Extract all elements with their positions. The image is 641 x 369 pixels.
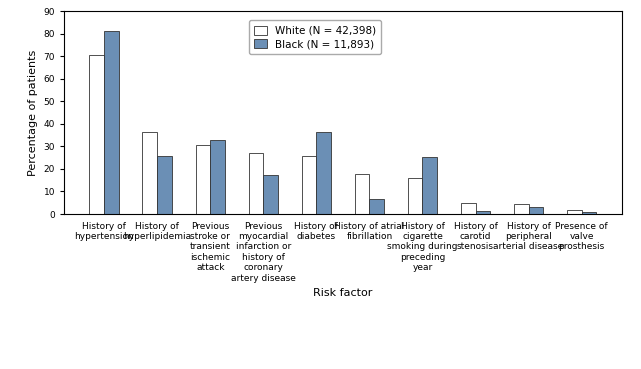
Legend: White (N = 42,398), Black (N = 11,893): White (N = 42,398), Black (N = 11,893) — [249, 20, 381, 54]
Bar — [196, 145, 210, 214]
Bar — [567, 210, 581, 214]
Bar — [461, 203, 476, 214]
Bar — [476, 211, 490, 214]
Bar — [301, 156, 317, 214]
Bar — [249, 153, 263, 214]
Y-axis label: Percentage of patients: Percentage of patients — [28, 49, 38, 176]
Bar — [210, 140, 225, 214]
Bar — [369, 199, 385, 214]
Bar — [422, 158, 437, 214]
Bar — [354, 174, 369, 214]
Bar — [104, 31, 119, 214]
X-axis label: Risk factor: Risk factor — [313, 288, 372, 298]
Bar — [581, 212, 596, 214]
Bar — [317, 132, 331, 214]
Bar — [142, 132, 157, 214]
Bar — [157, 156, 172, 214]
Bar — [408, 178, 422, 214]
Bar — [513, 204, 529, 214]
Bar — [263, 175, 278, 214]
Bar — [90, 55, 104, 214]
Bar — [529, 207, 544, 214]
